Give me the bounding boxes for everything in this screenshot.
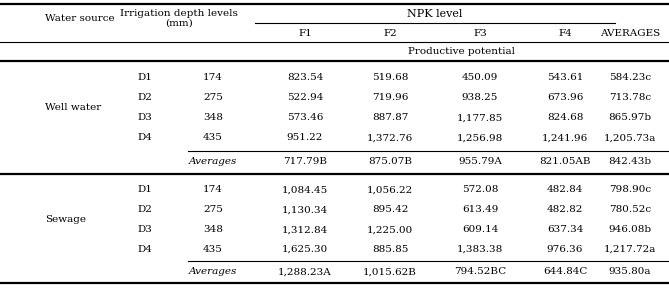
Text: 935.80a: 935.80a (609, 268, 651, 277)
Text: 895.42: 895.42 (372, 206, 408, 214)
Text: Productive potential: Productive potential (409, 47, 516, 56)
Text: 794.52BC: 794.52BC (454, 268, 506, 277)
Text: 573.46: 573.46 (287, 113, 323, 122)
Text: F4: F4 (558, 28, 572, 38)
Text: 609.14: 609.14 (462, 226, 498, 235)
Text: 275: 275 (203, 206, 223, 214)
Text: 887.87: 887.87 (372, 113, 408, 122)
Text: 644.84C: 644.84C (543, 268, 587, 277)
Text: 1,217.72a: 1,217.72a (604, 244, 656, 253)
Text: D1: D1 (138, 74, 153, 82)
Text: 1,256.98: 1,256.98 (457, 134, 503, 142)
Text: 543.61: 543.61 (547, 74, 583, 82)
Text: 519.68: 519.68 (372, 74, 408, 82)
Text: Water source: Water source (45, 14, 114, 23)
Text: Averages: Averages (189, 268, 237, 277)
Text: 1,241.96: 1,241.96 (542, 134, 588, 142)
Text: 821.05AB: 821.05AB (539, 158, 591, 166)
Text: D2: D2 (138, 94, 153, 103)
Text: AVERAGES: AVERAGES (600, 28, 660, 38)
Text: 780.52c: 780.52c (609, 206, 651, 214)
Text: 951.22: 951.22 (287, 134, 323, 142)
Text: 719.96: 719.96 (372, 94, 408, 103)
Text: F2: F2 (383, 28, 397, 38)
Text: 938.25: 938.25 (462, 94, 498, 103)
Text: F3: F3 (473, 28, 487, 38)
Text: D3: D3 (138, 226, 153, 235)
Text: Sewage: Sewage (45, 215, 86, 224)
Text: 865.97b: 865.97b (608, 113, 652, 122)
Text: 824.68: 824.68 (547, 113, 583, 122)
Text: (mm): (mm) (165, 19, 193, 28)
Text: F1: F1 (298, 28, 312, 38)
Text: 1,312.84: 1,312.84 (282, 226, 328, 235)
Text: 482.84: 482.84 (547, 185, 583, 194)
Text: 584.23c: 584.23c (609, 74, 651, 82)
Text: 174: 174 (203, 185, 223, 194)
Text: 946.08b: 946.08b (608, 226, 652, 235)
Text: 1,288.23A: 1,288.23A (278, 268, 332, 277)
Text: 348: 348 (203, 226, 223, 235)
Text: 1,372.76: 1,372.76 (367, 134, 413, 142)
Text: D2: D2 (138, 206, 153, 214)
Text: 435: 435 (203, 134, 223, 142)
Text: 1,177.85: 1,177.85 (457, 113, 503, 122)
Text: 1,015.62B: 1,015.62B (363, 268, 417, 277)
Text: 885.85: 885.85 (372, 244, 408, 253)
Text: 1,383.38: 1,383.38 (457, 244, 503, 253)
Text: 1,205.73a: 1,205.73a (604, 134, 656, 142)
Text: 275: 275 (203, 94, 223, 103)
Text: 717.79B: 717.79B (283, 158, 327, 166)
Text: 613.49: 613.49 (462, 206, 498, 214)
Text: 798.90c: 798.90c (609, 185, 651, 194)
Text: 482.82: 482.82 (547, 206, 583, 214)
Text: D3: D3 (138, 113, 153, 122)
Text: Well water: Well water (45, 103, 101, 112)
Text: 435: 435 (203, 244, 223, 253)
Text: 713.78c: 713.78c (609, 94, 651, 103)
Text: 637.34: 637.34 (547, 226, 583, 235)
Text: Irrigation depth levels: Irrigation depth levels (120, 9, 238, 18)
Text: 1,056.22: 1,056.22 (367, 185, 413, 194)
Text: 1,225.00: 1,225.00 (367, 226, 413, 235)
Text: D4: D4 (138, 244, 153, 253)
Text: 348: 348 (203, 113, 223, 122)
Text: 955.79A: 955.79A (458, 158, 502, 166)
Text: 1,084.45: 1,084.45 (282, 185, 328, 194)
Text: 1,130.34: 1,130.34 (282, 206, 328, 214)
Text: 450.09: 450.09 (462, 74, 498, 82)
Text: 976.36: 976.36 (547, 244, 583, 253)
Text: 673.96: 673.96 (547, 94, 583, 103)
Text: 174: 174 (203, 74, 223, 82)
Text: 1,625.30: 1,625.30 (282, 244, 328, 253)
Text: 875.07B: 875.07B (368, 158, 412, 166)
Text: D1: D1 (138, 185, 153, 194)
Text: 823.54: 823.54 (287, 74, 323, 82)
Text: 572.08: 572.08 (462, 185, 498, 194)
Text: 522.94: 522.94 (287, 94, 323, 103)
Text: NPK level: NPK level (407, 9, 463, 19)
Text: Averages: Averages (189, 158, 237, 166)
Text: 842.43b: 842.43b (608, 158, 652, 166)
Text: D4: D4 (138, 134, 153, 142)
